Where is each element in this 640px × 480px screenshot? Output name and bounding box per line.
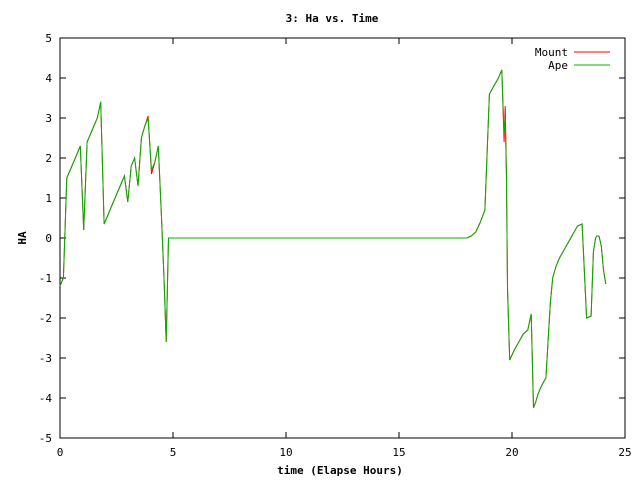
y-tick-label: -2	[39, 312, 52, 325]
y-tick-label: 3	[45, 112, 52, 125]
series-layer	[59, 69, 607, 409]
x-tick-label: 0	[57, 446, 64, 459]
y-tick-label: -1	[39, 272, 52, 285]
x-tick-label: 20	[505, 446, 518, 459]
x-tick-label: 10	[279, 446, 292, 459]
y-tick-label: -3	[39, 352, 52, 365]
y-tick-label: 1	[45, 192, 52, 205]
y-tick-label: 5	[45, 32, 52, 45]
x-axis: 0 5 10 15 20 25	[57, 38, 632, 459]
x-tick-label: 25	[618, 446, 631, 459]
y-tick-label: 4	[45, 72, 52, 85]
x-tick-label: 15	[392, 446, 405, 459]
chart-title: 3: Ha vs. Time	[286, 12, 379, 25]
y-tick-label: 2	[45, 152, 52, 165]
series-line-ape	[59, 69, 607, 409]
y-axis-label: HA	[16, 231, 29, 245]
y-tick-label: -5	[39, 432, 52, 445]
y-axis: -5 -4 -3 -2 -1 0 1 2 3 4 5	[39, 32, 625, 445]
y-tick-label: -4	[39, 392, 53, 405]
y-tick-label: 0	[45, 232, 52, 245]
series-line-mount	[59, 69, 607, 409]
x-axis-label: time (Elapse Hours)	[277, 464, 403, 477]
legend-label-ape: Ape	[548, 59, 568, 72]
legend-label-mount: Mount	[535, 46, 568, 59]
x-tick-label: 5	[170, 446, 177, 459]
